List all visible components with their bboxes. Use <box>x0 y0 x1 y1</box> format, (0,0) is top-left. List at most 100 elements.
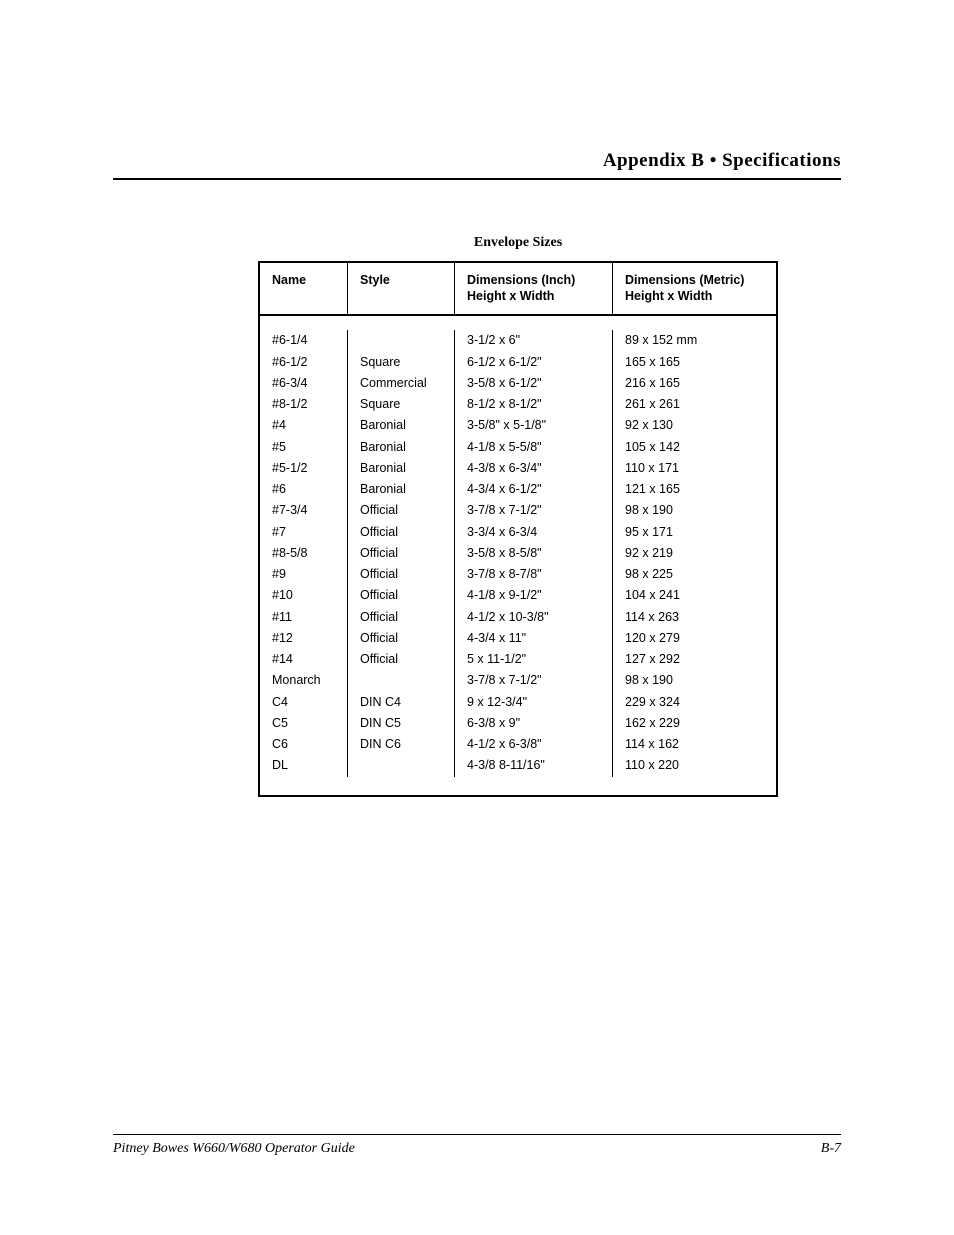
col-header-style: Style <box>348 263 455 314</box>
table-cell-inch: 3-5/8 x 8-5/8" <box>467 543 600 564</box>
table-cell-style: Official <box>360 522 442 543</box>
col-header-metric: Dimensions (Metric) Height x Width <box>613 263 776 314</box>
table-cell-name: #5 <box>272 437 335 458</box>
table-cell-metric: 114 x 162 <box>625 734 764 755</box>
table-cell-style: DIN C4 <box>360 692 442 713</box>
table-cell-inch: 5 x 11-1/2" <box>467 649 600 670</box>
table-cell-metric: 165 x 165 <box>625 352 764 373</box>
table-cell-inch: 4-3/4 x 6-1/2" <box>467 479 600 500</box>
table-cell-style: Square <box>360 352 442 373</box>
table-cell-style: DIN C5 <box>360 713 442 734</box>
table-cell-inch: 9 x 12-3/4" <box>467 692 600 713</box>
table-cell-metric: 110 x 171 <box>625 458 764 479</box>
table-cell-metric: 162 x 229 <box>625 713 764 734</box>
table-cell-inch: 4-1/2 x 10-3/8" <box>467 607 600 628</box>
table-cell-name: C4 <box>272 692 335 713</box>
table-cell-inch: 8-1/2 x 8-1/2" <box>467 394 600 415</box>
table-cell-style <box>360 330 442 351</box>
table-cell-inch: 4-3/8 8-11/16" <box>467 755 600 776</box>
table-cell-inch: 3-3/4 x 6-3/4 <box>467 522 600 543</box>
table-cell-style: Official <box>360 628 442 649</box>
table-cell-metric: 261 x 261 <box>625 394 764 415</box>
table-cell-name: #4 <box>272 415 335 436</box>
table-cell-inch: 4-3/8 x 6-3/4" <box>467 458 600 479</box>
table-cell-name: #7 <box>272 522 335 543</box>
table-cell-name: #6-3/4 <box>272 373 335 394</box>
table-cell-name: DL <box>272 755 335 776</box>
table-cell-style: Official <box>360 649 442 670</box>
table-cell-metric: 229 x 324 <box>625 692 764 713</box>
footer-right: B-7 <box>821 1141 841 1157</box>
table-cell-style: Baronial <box>360 437 442 458</box>
table-cell-name: #6-1/2 <box>272 352 335 373</box>
table-cell-style: Baronial <box>360 479 442 500</box>
table-cell-style: Official <box>360 543 442 564</box>
table-cell-inch: 4-1/8 x 5-5/8" <box>467 437 600 458</box>
table-cell-name: C6 <box>272 734 335 755</box>
table-cell-style: DIN C6 <box>360 734 442 755</box>
table-cell-inch: 3-7/8 x 7-1/2" <box>467 500 600 521</box>
table-cell-name: #5-1/2 <box>272 458 335 479</box>
col-body-style: SquareCommercialSquareBaronialBaronialBa… <box>348 330 455 776</box>
col-body-name: #6-1/4#6-1/2#6-3/4#8-1/2#4#5#5-1/2#6#7-3… <box>260 330 348 776</box>
table-cell-metric: 98 x 225 <box>625 564 764 585</box>
table-cell-inch: 4-3/4 x 11" <box>467 628 600 649</box>
table-cell-metric: 95 x 171 <box>625 522 764 543</box>
table-cell-name: #14 <box>272 649 335 670</box>
page-header-title: Appendix B • Specifications <box>113 150 841 180</box>
col-body-inch: 3-1/2 x 6"6-1/2 x 6-1/2"3-5/8 x 6-1/2"8-… <box>455 330 613 776</box>
page-footer: Pitney Bowes W660/W680 Operator Guide B-… <box>113 1134 841 1157</box>
table-cell-inch: 6-3/8 x 9" <box>467 713 600 734</box>
table-cell-style <box>360 755 442 776</box>
col-header-name: Name <box>260 263 348 314</box>
table-cell-name: #11 <box>272 607 335 628</box>
table-cell-metric: 92 x 130 <box>625 415 764 436</box>
table-cell-inch: 3-1/2 x 6" <box>467 330 600 351</box>
table-cell-style: Baronial <box>360 415 442 436</box>
table-cell-name: #8-5/8 <box>272 543 335 564</box>
table-cell-style: Commercial <box>360 373 442 394</box>
table-cell-metric: 127 x 292 <box>625 649 764 670</box>
table-cell-metric: 89 x 152 mm <box>625 330 764 351</box>
table-cell-name: #9 <box>272 564 335 585</box>
col-header-inch: Dimensions (Inch) Height x Width <box>455 263 613 314</box>
table-cell-style: Square <box>360 394 442 415</box>
table-cell-style: Official <box>360 564 442 585</box>
table-cell-inch: 3-7/8 x 8-7/8" <box>467 564 600 585</box>
table-cell-inch: 3-5/8" x 5-1/8" <box>467 415 600 436</box>
table-cell-metric: 114 x 263 <box>625 607 764 628</box>
table-cell-inch: 3-5/8 x 6-1/2" <box>467 373 600 394</box>
table-cell-inch: 4-1/8 x 9-1/2" <box>467 585 600 606</box>
footer-left: Pitney Bowes W660/W680 Operator Guide <box>113 1141 355 1157</box>
table-cell-name: #10 <box>272 585 335 606</box>
table-cell-name: #12 <box>272 628 335 649</box>
table-cell-metric: 120 x 279 <box>625 628 764 649</box>
table-cell-inch: 4-1/2 x 6-3/8" <box>467 734 600 755</box>
table-cell-name: C5 <box>272 713 335 734</box>
table-cell-style <box>360 670 442 691</box>
table-cell-inch: 6-1/2 x 6-1/2" <box>467 352 600 373</box>
table-cell-inch: 3-7/8 x 7-1/2" <box>467 670 600 691</box>
table-body: #6-1/4#6-1/2#6-3/4#8-1/2#4#5#5-1/2#6#7-3… <box>260 316 776 794</box>
table-cell-metric: 104 x 241 <box>625 585 764 606</box>
table-title: Envelope Sizes <box>258 235 778 251</box>
table-cell-style: Baronial <box>360 458 442 479</box>
table-cell-style: Official <box>360 500 442 521</box>
table-cell-metric: 216 x 165 <box>625 373 764 394</box>
table-cell-name: #6-1/4 <box>272 330 335 351</box>
table-cell-name: #8-1/2 <box>272 394 335 415</box>
col-body-metric: 89 x 152 mm165 x 165216 x 165261 x 26192… <box>613 330 776 776</box>
table-cell-name: Monarch <box>272 670 335 691</box>
table-cell-metric: 121 x 165 <box>625 479 764 500</box>
table-cell-name: #7-3/4 <box>272 500 335 521</box>
table-header-row: Name Style Dimensions (Inch) Height x Wi… <box>260 263 776 316</box>
table-cell-style: Official <box>360 607 442 628</box>
envelope-sizes-table: Name Style Dimensions (Inch) Height x Wi… <box>258 261 778 797</box>
table-cell-metric: 105 x 142 <box>625 437 764 458</box>
table-cell-metric: 110 x 220 <box>625 755 764 776</box>
table-cell-metric: 98 x 190 <box>625 670 764 691</box>
table-cell-style: Official <box>360 585 442 606</box>
table-cell-name: #6 <box>272 479 335 500</box>
table-cell-metric: 92 x 219 <box>625 543 764 564</box>
table-cell-metric: 98 x 190 <box>625 500 764 521</box>
